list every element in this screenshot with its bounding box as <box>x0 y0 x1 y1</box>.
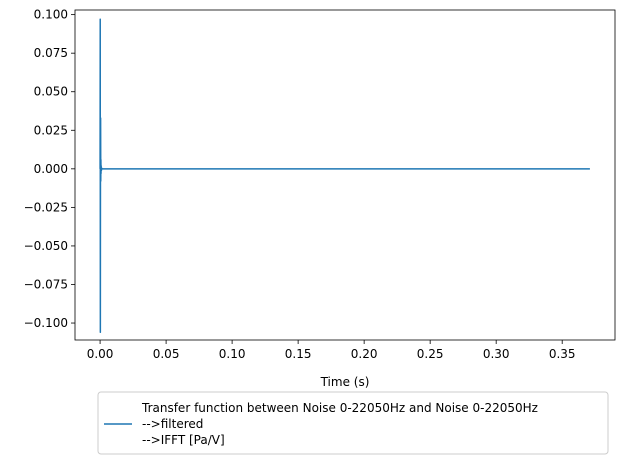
y-tick-label: −0.050 <box>24 239 68 253</box>
x-axis-label: Time (s) <box>320 375 370 389</box>
x-tick-label: 0.20 <box>351 347 378 361</box>
y-tick-label: 0.075 <box>34 46 68 60</box>
legend: Transfer function between Noise 0-22050H… <box>97 391 609 455</box>
x-axis: 0.00 0.05 0.10 0.15 0.20 0.25 0.30 0.35 <box>87 340 576 361</box>
legend-label-line-2: -->filtered <box>142 417 203 431</box>
legend-box <box>97 391 609 455</box>
series-line <box>99 18 590 334</box>
plot-area <box>75 10 615 340</box>
x-tick-label: 0.30 <box>483 347 510 361</box>
x-tick-label: 0.10 <box>219 347 246 361</box>
y-tick-label: 0.025 <box>34 123 68 137</box>
x-tick-label: 0.05 <box>153 347 180 361</box>
y-tick-label: −0.100 <box>24 316 68 330</box>
y-tick-label: 0.000 <box>34 162 68 176</box>
x-tick-label: 0.00 <box>87 347 114 361</box>
y-tick-label: −0.025 <box>24 200 68 214</box>
x-tick-label: 0.35 <box>549 347 576 361</box>
y-tick-label: 0.100 <box>34 8 68 22</box>
y-axis: 0.100 0.075 0.050 0.025 0.000 −0.025 −0.050 −0.… <box>24 8 75 330</box>
x-tick-label: 0.15 <box>285 347 312 361</box>
y-tick-label: −0.075 <box>24 277 68 291</box>
legend-label-line-1: Transfer function between Noise 0-22050H… <box>141 401 538 415</box>
y-tick-label: 0.050 <box>34 85 68 99</box>
legend-label-line-3: -->IFFT [Pa/V] <box>142 433 225 447</box>
x-tick-label: 0.25 <box>417 347 444 361</box>
plot-frame <box>74 9 616 341</box>
